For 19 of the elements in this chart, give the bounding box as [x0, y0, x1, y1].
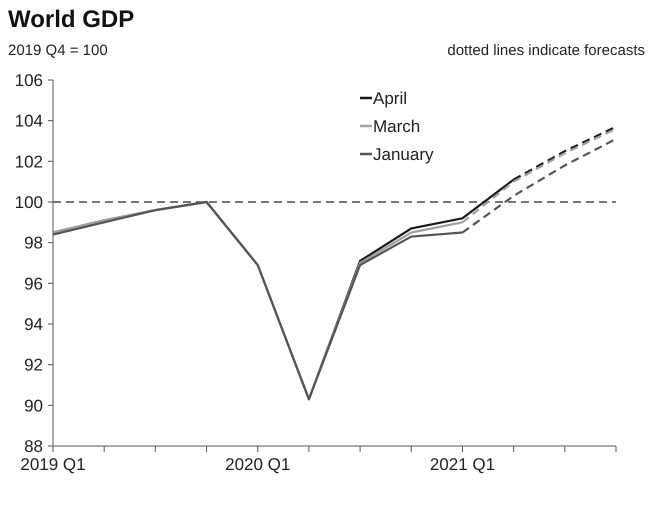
- text: dotted lines indicate forecasts: [447, 42, 645, 59]
- legend-label: March: [373, 116, 420, 136]
- y-tick-label: 98: [24, 234, 43, 253]
- chart-title: World GDP: [8, 6, 134, 33]
- y-tick-label: 102: [14, 152, 43, 172]
- x-tick-label: 2019 Q1: [20, 455, 86, 474]
- chart-subtitle: 2019 Q4 = 100: [8, 42, 108, 59]
- y-tick-label: 88: [24, 436, 43, 456]
- y-tick-label: 96: [24, 274, 43, 294]
- y-tick-label: 90: [24, 396, 43, 416]
- y-tick-label: 106: [14, 70, 43, 90]
- x-tick-label: 2020 Q1: [225, 455, 290, 474]
- y-tick-label: 100: [14, 192, 43, 212]
- legend-label: January: [373, 144, 434, 164]
- x-tick-label: 2021 Q1: [430, 455, 496, 474]
- y-tick-label: 104: [14, 112, 43, 131]
- y-tick-label: 94: [24, 314, 43, 334]
- legend-label: April: [373, 88, 408, 108]
- y-tick-label: 92: [24, 356, 43, 375]
